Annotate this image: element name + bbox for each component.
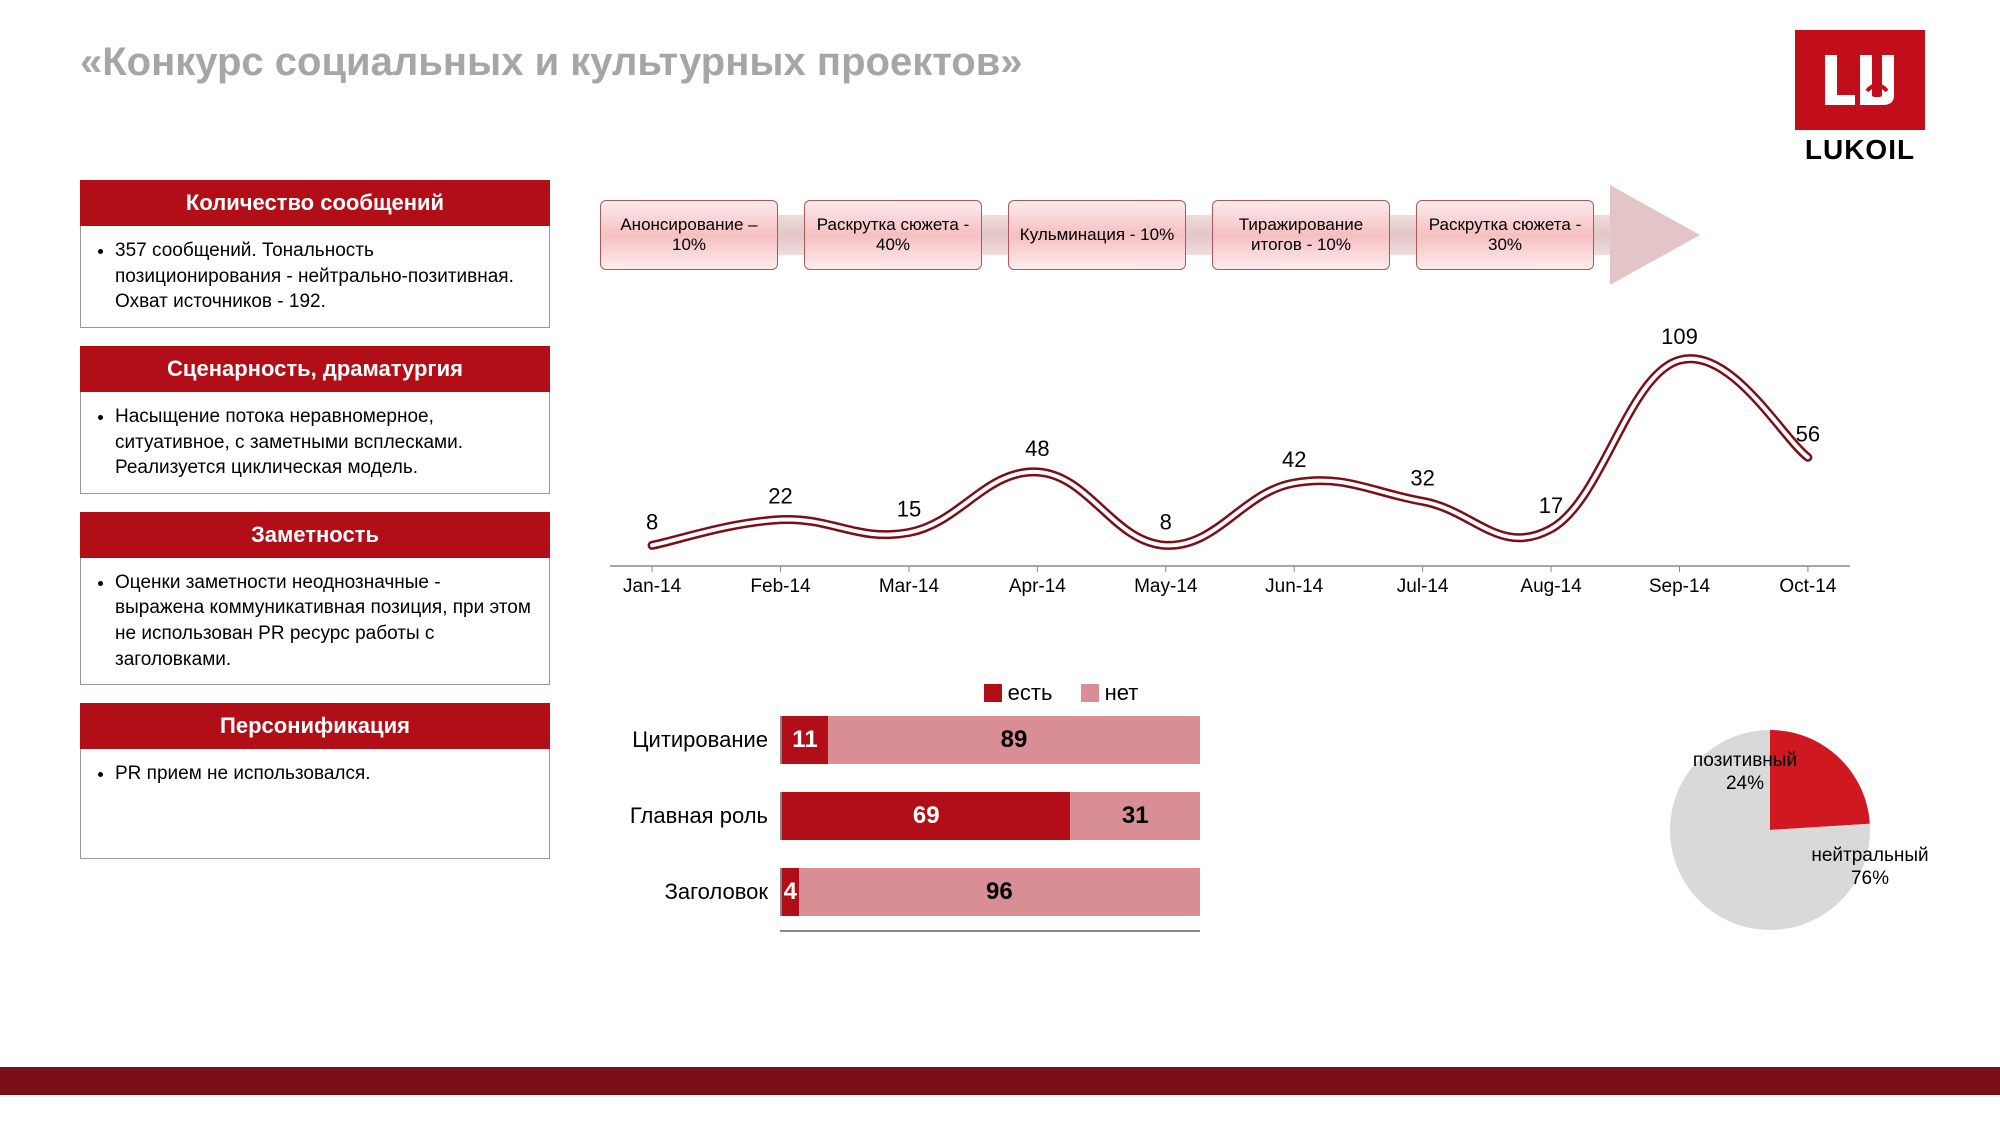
phase-box: Раскрутка сюжета - 40% (804, 200, 982, 270)
bar-segment-no: 96 (799, 868, 1200, 916)
svg-text:17: 17 (1539, 493, 1563, 518)
bar-category-label: Заголовок (600, 879, 780, 905)
bar-segment-no: 89 (828, 716, 1200, 764)
legend-label-yes: есть (1008, 680, 1053, 705)
footer-bar (0, 1067, 2000, 1095)
logo-mark (1795, 30, 1925, 130)
info-body: 357 сообщений. Тональность позиционирова… (80, 226, 550, 328)
phase-box: Тиражирование итогов - 10% (1212, 200, 1390, 270)
svg-text:Oct-14: Oct-14 (1779, 576, 1836, 597)
bar-category-label: Главная роль (600, 803, 780, 829)
info-block: Сценарность, драматургияНасыщение потока… (80, 346, 550, 494)
bar-track: 496 (780, 868, 1200, 916)
svg-text:32: 32 (1410, 465, 1434, 490)
svg-text:48: 48 (1025, 436, 1049, 461)
bar-segment-yes: 11 (782, 716, 828, 764)
svg-text:Sep-14: Sep-14 (1649, 576, 1711, 597)
phase-box: Кульминация - 10% (1008, 200, 1186, 270)
svg-text:42: 42 (1282, 447, 1306, 472)
legend-label-no: нет (1105, 680, 1139, 705)
bar-row: Заголовок496 (600, 868, 1340, 916)
svg-text:8: 8 (1160, 509, 1172, 534)
svg-text:8: 8 (646, 509, 658, 534)
bar-track: 1189 (780, 716, 1200, 764)
pie-chart: позитивный24% нейтральный76% (1620, 720, 1920, 940)
svg-text:Aug-14: Aug-14 (1520, 576, 1582, 597)
phase-box: Анонсирование – 10% (600, 200, 778, 270)
svg-text:Apr-14: Apr-14 (1009, 576, 1066, 597)
bar-row: Главная роль6931 (600, 792, 1340, 840)
svg-text:May-14: May-14 (1134, 576, 1198, 597)
svg-text:22: 22 (768, 484, 792, 509)
info-block: ЗаметностьОценки заметности неоднозначны… (80, 512, 550, 686)
info-header: Количество сообщений (80, 180, 550, 226)
line-chart: 8 22 15 48 8 42 32 17 109 56 Jan-14 Feb-14 Mar-14 Apr… (600, 310, 1860, 610)
svg-text:Jul-14: Jul-14 (1397, 576, 1449, 597)
brand-logo: LUKOIL (1780, 30, 1940, 166)
svg-text:Mar-14: Mar-14 (879, 576, 940, 597)
info-header: Заметность (80, 512, 550, 558)
info-body: Оценки заметности неоднозначные - выраже… (80, 558, 550, 686)
bar-x-axis (780, 930, 1200, 932)
bar-segment-yes: 4 (782, 868, 799, 916)
info-block: Количество сообщений357 сообщений. Тонал… (80, 180, 550, 328)
legend-swatch-yes (984, 684, 1002, 702)
arrow-head-icon (1610, 185, 1700, 285)
right-area: Анонсирование – 10% Раскрутка сюжета - 40… (600, 190, 1920, 610)
info-body: Насыщение потока неравномерное, ситуатив… (80, 392, 550, 494)
bar-row: Цитирование1189 (600, 716, 1340, 764)
legend-swatch-no (1081, 684, 1099, 702)
page-title: «Конкурс социальных и культурных проекто… (80, 40, 1023, 85)
phase-box: Раскрутка сюжета - 30% (1416, 200, 1594, 270)
svg-text:Jan-14: Jan-14 (623, 576, 682, 597)
phases-arrow: Анонсирование – 10% Раскрутка сюжета - 40… (600, 190, 1920, 280)
svg-text:Feb-14: Feb-14 (750, 576, 811, 597)
bar-segment-no: 31 (1070, 792, 1200, 840)
info-header: Сценарность, драматургия (80, 346, 550, 392)
pie-label-positive: позитивный24% (1690, 750, 1800, 796)
svg-text:56: 56 (1796, 421, 1820, 446)
info-body: PR прием не использовался. (80, 749, 550, 859)
svg-text:15: 15 (897, 497, 921, 522)
info-column: Количество сообщений357 сообщений. Тонал… (80, 180, 550, 877)
bar-track: 6931 (780, 792, 1200, 840)
lukoil-icon (1815, 45, 1905, 115)
svg-text:109: 109 (1661, 324, 1698, 349)
svg-text:Jun-14: Jun-14 (1265, 576, 1324, 597)
pie-label-neutral: нейтральный76% (1800, 845, 1940, 891)
logo-text: LUKOIL (1780, 134, 1940, 166)
info-block: ПерсонификацияPR прием не использовался. (80, 703, 550, 859)
bar-segment-yes: 69 (782, 792, 1070, 840)
bar-legend: есть нет (760, 680, 1340, 706)
info-header: Персонификация (80, 703, 550, 749)
bar-category-label: Цитирование (600, 727, 780, 753)
bar-chart: есть нет Цитирование1189 Главная роль6931… (600, 680, 1340, 946)
